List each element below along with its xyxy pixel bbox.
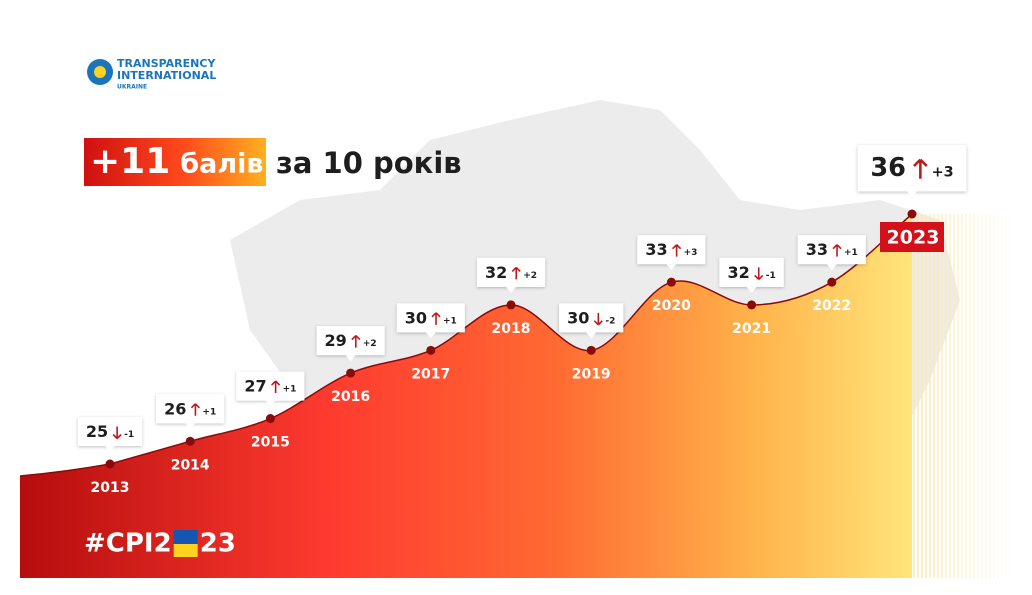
value-label: 30	[405, 308, 427, 327]
value-label: 30	[567, 308, 589, 327]
label-pointer	[907, 191, 917, 198]
year-label: 2019	[572, 366, 611, 382]
label-pointer	[345, 355, 356, 362]
label-box	[396, 303, 465, 333]
year-label: 2013	[91, 480, 130, 496]
change-label: +1	[443, 316, 457, 326]
logo-text: INTERNATIONAL	[117, 69, 216, 82]
label-box	[77, 417, 143, 446]
arrow-up	[190, 403, 200, 416]
label-pointer	[265, 400, 276, 407]
label-box	[637, 235, 706, 265]
title-score: +11	[90, 141, 170, 182]
label-box	[476, 257, 546, 287]
area	[20, 214, 912, 578]
label-box	[719, 257, 784, 287]
arrow-down	[112, 426, 122, 440]
value-label: 25	[86, 422, 108, 441]
line-tail	[19, 463, 111, 477]
change-label: +1	[283, 385, 297, 395]
label-box	[797, 235, 866, 265]
arrow-up	[672, 244, 682, 257]
change-label: +3	[932, 164, 954, 180]
year-label: 2018	[492, 321, 531, 337]
label-pointer	[586, 332, 597, 339]
point	[827, 277, 837, 287]
arrow-down	[593, 312, 603, 326]
label-box	[236, 371, 305, 401]
year-label: 2017	[411, 366, 450, 382]
year-label: 2020	[652, 298, 691, 314]
change-label: +2	[363, 339, 377, 349]
label-pointer	[746, 286, 757, 293]
title-rest: за 10 років	[276, 146, 462, 180]
arrow-up	[913, 158, 928, 179]
point	[346, 368, 356, 378]
label-pointer	[425, 332, 436, 339]
value-label: 27	[244, 377, 266, 396]
flag-top	[173, 530, 198, 544]
logo-text: TRANSPARENCY	[117, 57, 216, 70]
change-label: +1	[844, 248, 858, 258]
point	[506, 300, 516, 310]
change-label: -1	[766, 271, 776, 281]
point	[265, 414, 275, 424]
label-box	[857, 145, 967, 192]
change-label: +1	[202, 407, 216, 417]
label-pointer	[105, 446, 115, 452]
label-box	[559, 303, 624, 333]
value-label: 26	[164, 399, 186, 418]
value-label: 32	[485, 263, 507, 282]
change-label: +3	[684, 248, 698, 258]
hashtag-text: 23	[200, 529, 236, 559]
point	[907, 209, 917, 219]
value-label: 33	[645, 240, 667, 259]
flag-bottom	[173, 544, 198, 557]
value-label: 32	[727, 263, 749, 282]
year-label: 2015	[251, 435, 290, 451]
arrow-up	[511, 266, 521, 280]
label-box	[316, 326, 385, 356]
hashtag: #CPI2 23	[84, 529, 236, 559]
change-label: -1	[124, 430, 134, 440]
stripes	[913, 214, 1007, 578]
year-label: 2014	[171, 457, 210, 473]
label-pointer	[666, 264, 677, 271]
point	[426, 345, 436, 355]
year-label: 2021	[732, 321, 771, 337]
year-label: 2023	[887, 227, 940, 249]
logo: TRANSPARENCY INTERNATIONAL UKRAINE	[87, 57, 216, 91]
point	[105, 459, 115, 469]
arrow-up	[832, 244, 842, 257]
year-box	[880, 222, 944, 252]
hashtag-text: #CPI2	[84, 529, 172, 559]
point	[185, 436, 195, 446]
year-label: 2022	[812, 298, 851, 314]
chart: 25 -1 2013 26 +1 2014 27 +1 2015 29 +2 2016 30 +1 2017…	[19, 145, 967, 578]
value-label: 29	[325, 331, 347, 350]
arrow-down	[754, 267, 764, 280]
arrow-up	[351, 335, 361, 348]
title-box	[84, 138, 266, 186]
label-pointer	[506, 286, 516, 293]
arrow-up	[271, 380, 281, 394]
value-label: 36	[870, 153, 906, 183]
point	[666, 277, 676, 287]
year-label: 2016	[331, 389, 370, 405]
change-label: +2	[523, 271, 537, 281]
title-unit: балів	[180, 149, 263, 180]
arrow-up	[431, 312, 441, 325]
logo-icon-inner	[94, 66, 106, 78]
label-box	[156, 394, 225, 424]
label-pointer	[826, 264, 837, 271]
change-label: -2	[605, 316, 615, 326]
logo-subtext: UKRAINE	[117, 84, 147, 91]
point	[586, 345, 596, 355]
label-pointer	[185, 423, 196, 430]
point	[747, 300, 757, 310]
value-label: 33	[806, 240, 828, 259]
